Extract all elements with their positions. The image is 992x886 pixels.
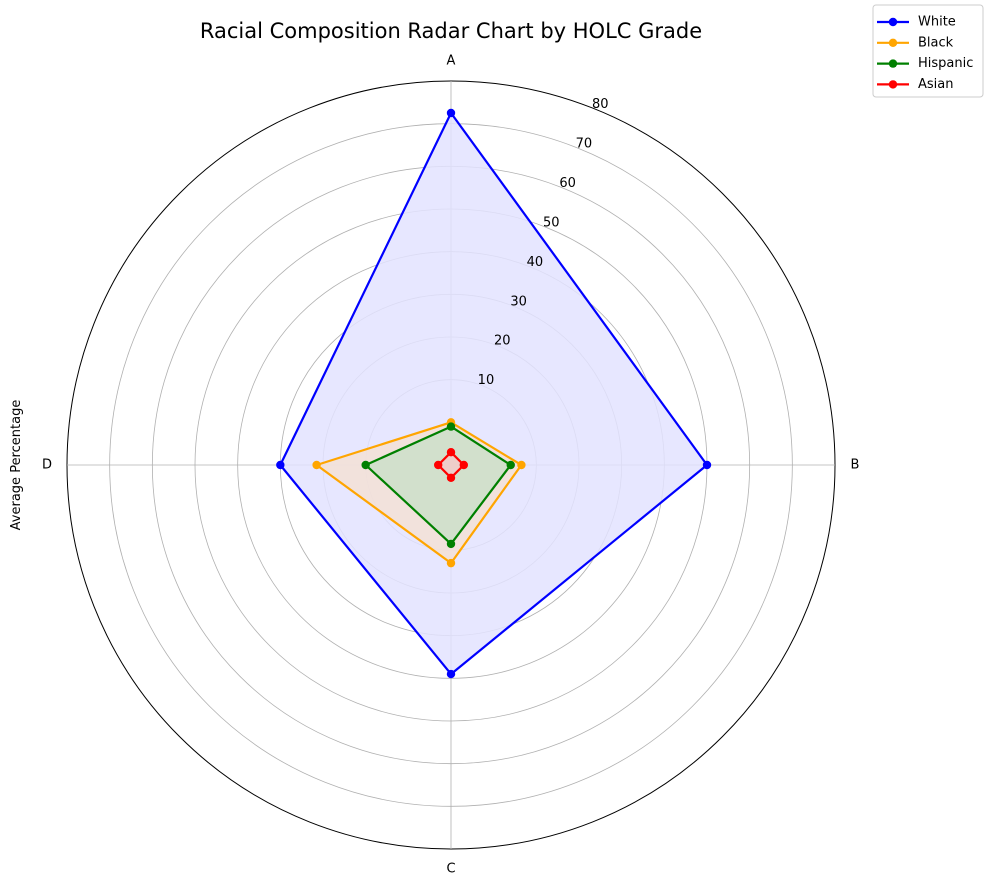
white-point [702, 460, 712, 470]
white-point [446, 669, 456, 679]
black-point [446, 558, 456, 568]
hispanic-fill [365, 426, 511, 544]
legend-marker [888, 17, 898, 27]
hispanic-point [446, 422, 456, 431]
radial-tick-label: 30 [510, 294, 527, 309]
asian-point [446, 473, 456, 482]
white-point [446, 108, 456, 118]
black-point [517, 460, 526, 470]
chart-title: Racial Composition Radar Chart by HOLC G… [200, 19, 702, 43]
radial-tick-label: 60 [559, 176, 576, 191]
category-label: C [446, 862, 455, 877]
radial-tick-label: 70 [576, 137, 593, 152]
category-label: A [447, 54, 456, 69]
legend-label: White [918, 15, 956, 30]
legend-label: Black [918, 35, 954, 50]
radial-tick-label: 40 [527, 255, 544, 270]
radial-tick-label: 20 [494, 334, 511, 349]
black-point [312, 460, 321, 470]
category-label: D [42, 458, 52, 473]
white-fill [280, 113, 707, 675]
category-label: B [851, 458, 860, 473]
asian-point [434, 460, 443, 470]
legend-marker [888, 38, 898, 47]
radial-tick-label: 10 [478, 373, 495, 388]
white-point [276, 460, 285, 470]
y-axis-label: Average Percentage [9, 400, 24, 531]
hispanic-point [506, 460, 515, 470]
hispanic-point [446, 539, 456, 549]
radial-tick-label: 50 [543, 215, 560, 230]
legend-box [872, 4, 984, 98]
series-points [276, 108, 712, 679]
legend-label: Hispanic [918, 56, 973, 71]
legend-marker [888, 80, 898, 89]
legend-label: Asian [918, 77, 953, 92]
legend: White Black Hispanic Asian [872, 4, 984, 98]
category-labels: A B C D [42, 54, 859, 877]
radial-tick-labels: 10 20 30 40 50 60 70 80 [478, 97, 609, 388]
asian-point [446, 448, 456, 457]
asian-point [459, 460, 468, 470]
radial-tick-label: 80 [592, 97, 609, 112]
hispanic-point [361, 460, 370, 470]
series-fills [280, 113, 707, 675]
legend-marker [888, 59, 898, 68]
